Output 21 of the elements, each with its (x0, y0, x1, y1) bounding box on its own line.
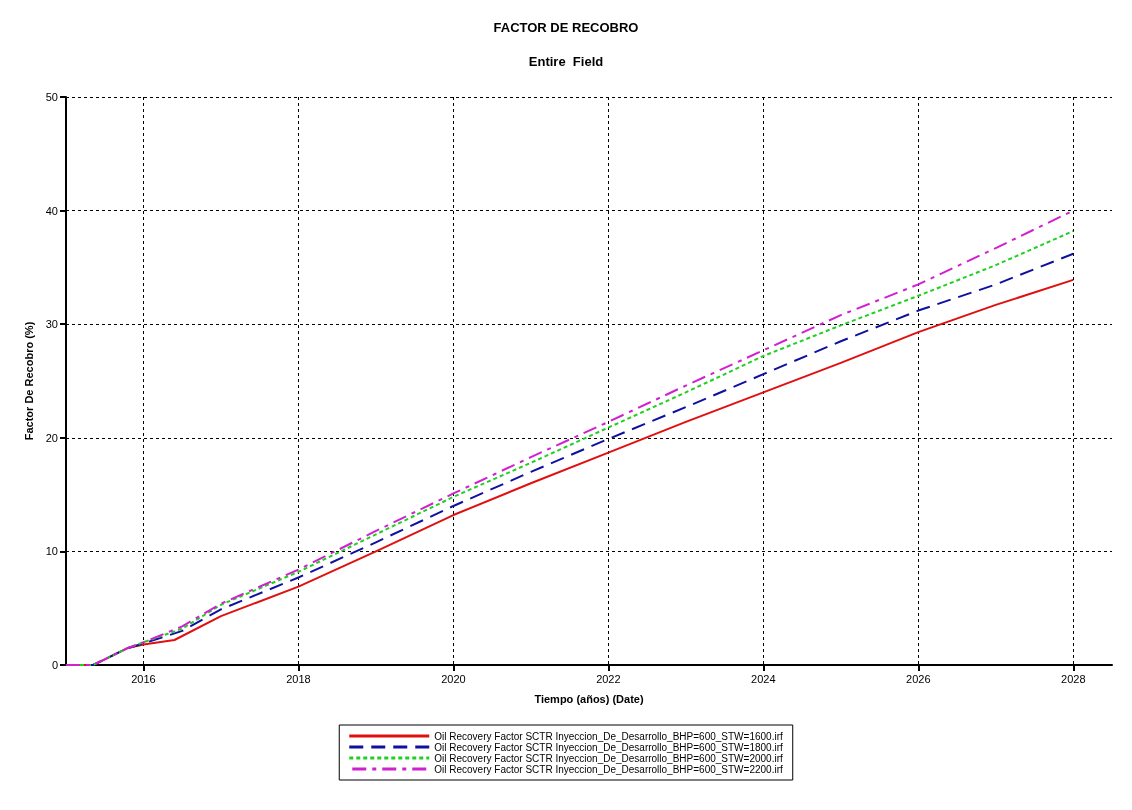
legend-label: Oil Recovery Factor SCTR Inyeccion_De_Desarrollo_BHP=600_STW=1600.irf (434, 730, 783, 742)
x-tick-label: 2022 (596, 672, 621, 685)
x-tick-label: 2026 (906, 672, 931, 685)
x-axis-title: Tiempo (años) (Date) (534, 692, 644, 705)
y-tick-label: 0 (51, 659, 58, 671)
x-tick-label: 2028 (1061, 672, 1086, 685)
x-tick-label: 2016 (131, 672, 156, 685)
x-tick-label: 2024 (751, 672, 776, 685)
legend-label: Oil Recovery Factor SCTR Inyeccion_De_Desarrollo_BHP=600_STW=1800.irf (434, 741, 783, 753)
y-tick-label: 10 (45, 545, 58, 558)
y-tick-label: 40 (45, 204, 58, 217)
legend-label: Oil Recovery Factor SCTR Inyeccion_De_Desarrollo_BHP=600_STW=2200.irf (434, 763, 783, 775)
y-tick-label: 30 (45, 318, 58, 331)
y-tick-label: 20 (45, 431, 58, 444)
x-tick-label: 2020 (441, 672, 466, 685)
chart-subtitle: Entire Field (528, 54, 604, 69)
chart-title: FACTOR DE RECOBRO (493, 20, 639, 35)
y-axis-title: Factor De Recobro (%) (22, 321, 35, 441)
y-tick-label: 50 (45, 91, 58, 103)
x-tick-label: 2018 (286, 672, 311, 685)
legend-label: Oil Recovery Factor SCTR Inyeccion_De_Desarrollo_BHP=600_STW=2000.irf (434, 752, 783, 764)
